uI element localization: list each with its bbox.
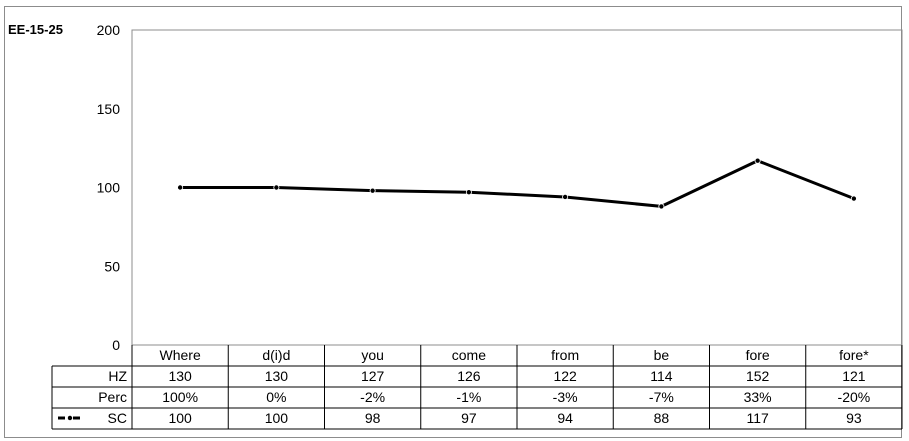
legend-marker-key (67, 415, 73, 421)
table-cell: 126 (457, 368, 481, 384)
table-cell: -20% (838, 389, 871, 405)
table-cell: 33% (744, 389, 772, 405)
table-cell: -1% (456, 389, 481, 405)
data-point (754, 157, 761, 164)
data-point (562, 193, 569, 200)
data-point (465, 189, 472, 196)
table-row-label: Perc (98, 389, 127, 405)
table-row-label: HZ (108, 368, 127, 384)
table-cell: 88 (654, 410, 670, 426)
table-cell: 100 (265, 410, 289, 426)
y-tick-label: 100 (97, 180, 121, 196)
table-cell: 0% (266, 389, 286, 405)
x-category-label: come (452, 347, 486, 363)
table-cell: 93 (846, 410, 862, 426)
data-point (177, 184, 184, 191)
data-point (369, 187, 376, 194)
table-cell: -7% (649, 389, 674, 405)
table-cell: 122 (553, 368, 577, 384)
x-category-label: d(i)d (262, 347, 290, 363)
speaker-label: EE-15-25 (8, 22, 63, 37)
series-line-sc (180, 159, 855, 208)
table-cell: 117 (746, 410, 769, 426)
table-cell: -3% (553, 389, 578, 405)
data-point (273, 184, 280, 191)
table-cell: 121 (842, 368, 866, 384)
table-cell: 130 (168, 368, 192, 384)
data-point (658, 203, 665, 210)
y-tick-label: 150 (97, 101, 121, 117)
x-category-label: from (551, 347, 579, 363)
x-category-label: you (361, 347, 384, 363)
y-tick-label: 200 (97, 22, 121, 38)
table-cell: 100 (168, 410, 192, 426)
table-cell: 114 (650, 368, 673, 384)
x-category-label: Where (160, 347, 201, 363)
table-cell: 94 (557, 410, 573, 426)
table-cell: -2% (360, 389, 385, 405)
table-cell: 130 (265, 368, 289, 384)
data-point (850, 195, 857, 202)
x-category-label: fore (746, 347, 770, 363)
table-row-label: SC (108, 410, 127, 426)
table-cell: 100% (162, 389, 198, 405)
table-cell: 97 (461, 410, 477, 426)
y-tick-label: 0 (112, 337, 120, 353)
table-cell: 127 (361, 368, 385, 384)
table-cell: 152 (746, 368, 770, 384)
table-cell: 98 (365, 410, 381, 426)
x-category-label: fore* (839, 347, 869, 363)
y-tick-label: 50 (104, 258, 120, 274)
x-category-label: be (654, 347, 670, 363)
